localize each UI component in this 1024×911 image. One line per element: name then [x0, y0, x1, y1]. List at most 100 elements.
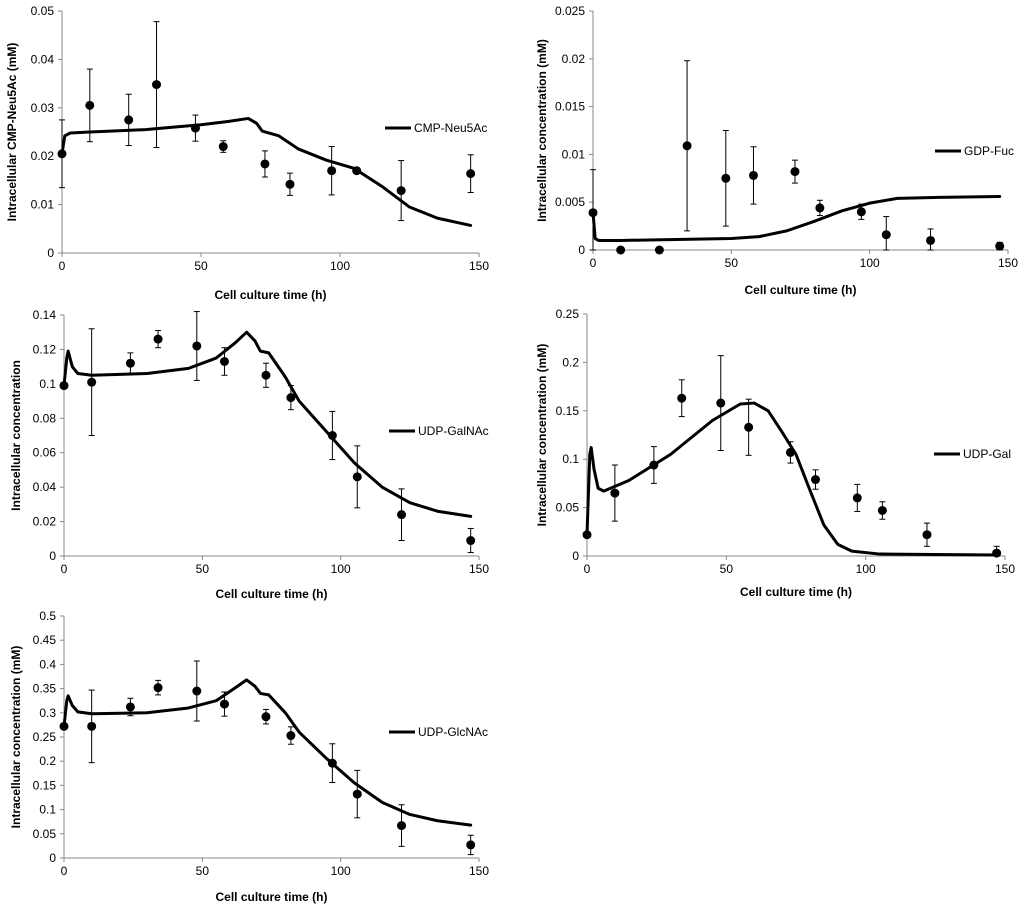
legend-label: GDP-Fuc	[964, 144, 1014, 158]
x-axis-title: Cell culture time (h)	[744, 283, 856, 297]
x-tick-label: 150	[998, 256, 1018, 270]
data-point	[190, 123, 200, 133]
y-axis-title: Intracellular concentration	[9, 360, 23, 511]
y-tick-label: 0	[47, 246, 54, 260]
model-curve	[585, 401, 999, 557]
data-point	[87, 377, 97, 387]
x-tick-label: 100	[330, 259, 350, 273]
data-point	[219, 699, 229, 709]
x-tick-label: 50	[725, 256, 739, 270]
data-point	[286, 731, 296, 741]
chart-cmp-neu5ac: 0 0.01 0.02 0.03 0.04 0.05 0 50 100 150 Cell cultu…	[5, 4, 489, 302]
data-point	[744, 422, 754, 432]
y-tick-label: 0.45	[33, 633, 57, 647]
data-point	[790, 167, 800, 177]
x-tick-label: 0	[590, 256, 597, 270]
x-axis-title: Cell culture time (h)	[215, 587, 327, 601]
legend-label: UDP-GlcNAc	[418, 725, 488, 739]
data-point	[87, 721, 97, 731]
y-tick-label: 0.3	[39, 706, 56, 720]
data-point	[352, 166, 362, 176]
data-point	[59, 721, 69, 731]
y-tick-label: 0.15	[556, 404, 580, 418]
x-tick-label: 0	[61, 864, 68, 878]
data-point	[327, 758, 337, 768]
data-point	[352, 472, 362, 482]
data-point	[327, 431, 337, 440]
y-tick-label: 0.4	[39, 657, 56, 671]
data-point	[852, 493, 862, 503]
data-point	[153, 683, 163, 693]
data-point	[261, 370, 271, 380]
data-point	[785, 447, 795, 457]
y-tick-label: 0.1	[562, 452, 579, 466]
data-point	[192, 341, 202, 351]
data-point	[192, 686, 202, 696]
model-curve	[62, 330, 473, 518]
x-axis-title: Cell culture time (h)	[215, 890, 327, 904]
data-point	[125, 702, 135, 712]
y-tick-label: 0.01	[562, 147, 586, 161]
data-point	[218, 142, 228, 152]
y-tick-label: 0	[49, 549, 56, 563]
y-tick-label: 0.04	[31, 52, 55, 66]
data-point	[654, 245, 664, 255]
x-tick-label: 0	[584, 562, 591, 576]
y-tick-label: 0.2	[39, 754, 56, 768]
y-tick-label: 0.1	[39, 377, 56, 391]
data-point	[992, 548, 1002, 558]
y-tick-label: 0.05	[33, 827, 57, 841]
chart-gdp-fuc: 0 0.005 0.01 0.015 0.02 0.025 0 50 100 150 Cell cu…	[535, 4, 1018, 297]
model-curve	[62, 678, 473, 827]
data-point	[610, 488, 620, 498]
model-curve	[591, 194, 1002, 242]
legend-label: UDP-GalNAc	[418, 424, 489, 438]
data-point	[881, 230, 891, 240]
y-axis-title: Intracellular CMP-Neu5Ac (mM)	[5, 43, 19, 222]
x-tick-label: 100	[856, 562, 876, 576]
x-tick-label: 100	[331, 864, 351, 878]
data-point	[682, 141, 692, 151]
y-axis-title: Intracellular concentration (mM)	[535, 344, 549, 527]
chart-udp-galnac: 0 0.02 0.04 0.06 0.08 0.1 0.12 0.14 0 50 100 150 Cel…	[9, 308, 489, 601]
chart-udp-glcnac: 0 0.05 0.1 0.15 0.2 0.25 0.3 0.35 0.4 0.45 0.5 0 50 1…	[9, 609, 489, 904]
x-tick-label: 0	[59, 259, 66, 273]
data-point	[815, 203, 825, 213]
data-point	[59, 381, 69, 391]
data-point	[286, 393, 296, 403]
legend-label: UDP-Gal	[963, 447, 1011, 461]
data-point	[396, 186, 406, 196]
y-tick-label: 0.025	[555, 4, 585, 18]
data-point	[748, 170, 758, 180]
data-point	[327, 166, 337, 176]
data-point	[125, 358, 135, 368]
y-tick-label: 0.14	[33, 308, 57, 322]
y-axis-title: Intracellular concentration (mM)	[9, 646, 23, 829]
data-point	[811, 475, 821, 485]
x-axis-title: Cell culture time (h)	[740, 585, 852, 599]
x-tick-label: 50	[720, 562, 734, 576]
data-point	[124, 115, 134, 125]
data-point	[649, 460, 659, 470]
data-point	[716, 398, 726, 408]
y-tick-label: 0.15	[33, 778, 57, 792]
x-tick-label: 150	[469, 259, 489, 273]
y-tick-label: 0	[49, 851, 56, 865]
y-tick-label: 0.1	[39, 803, 56, 817]
data-point	[397, 510, 407, 520]
data-point	[926, 235, 936, 245]
data-point	[352, 789, 362, 799]
x-tick-label: 150	[995, 562, 1015, 576]
x-tick-label: 50	[194, 259, 208, 273]
data-point	[582, 530, 592, 540]
data-point	[721, 173, 731, 183]
x-tick-label: 150	[469, 864, 489, 878]
y-tick-label: 0.25	[556, 307, 580, 321]
y-tick-label: 0.05	[31, 4, 55, 18]
data-point	[856, 207, 866, 217]
model-curve	[60, 116, 473, 227]
y-tick-label: 0.005	[555, 195, 585, 209]
data-point	[85, 100, 95, 110]
y-tick-label: 0.02	[562, 52, 586, 66]
